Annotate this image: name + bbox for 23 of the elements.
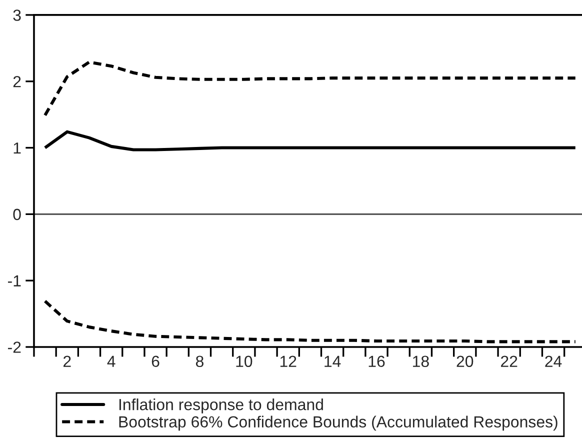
y-tick-label: 3: [13, 10, 21, 21]
line-series: [44, 60, 577, 117]
y-tick-label: 1: [14, 142, 21, 154]
x-tick-label: 18: [413, 356, 429, 368]
x-tick-label: 14: [324, 356, 341, 367]
y-tick-label: 0: [13, 208, 21, 220]
legend-label: Bootstrap 66% Confidence Bounds (Accumulated Responses): [119, 416, 558, 431]
x-tick-label: 4: [107, 356, 116, 367]
x-tick-label: 20: [456, 356, 474, 368]
y-tick-label: -2: [8, 342, 21, 353]
x-tick-label: 10: [236, 356, 252, 368]
y-tick-label: 2: [13, 76, 21, 88]
y-tick-label: -1: [8, 275, 21, 286]
x-tick-label: 6: [152, 356, 160, 368]
x-tick-label: 8: [196, 356, 204, 368]
x-tick-label: 2: [63, 356, 71, 367]
x-tick-label: 24: [545, 356, 562, 367]
line-series: [44, 130, 577, 152]
legend-label: Inflation response to demand: [119, 398, 323, 414]
line-series: [44, 300, 577, 344]
x-tick-label: 22: [501, 356, 518, 367]
x-tick-label: 16: [368, 356, 385, 368]
x-tick-label: 12: [280, 356, 296, 367]
